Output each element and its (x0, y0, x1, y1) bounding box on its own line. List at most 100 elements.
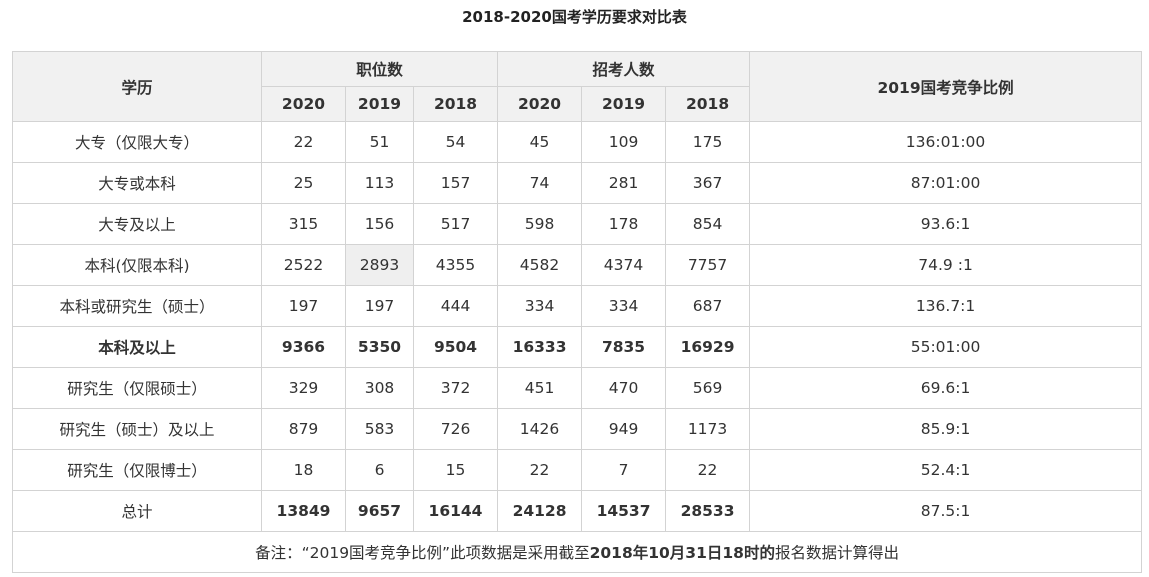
cell-applicants-2019: 4374 (581, 244, 667, 286)
cell-applicants-2020: 334 (497, 285, 583, 327)
cell-applicants-2019: 7 (581, 449, 667, 491)
header-year: 2020 (497, 86, 583, 122)
cell-ratio: 55:01:00 (749, 326, 1143, 368)
cell-education: 本科(仅限本科) (12, 244, 262, 286)
table-row: 研究生（仅限博士） 18 6 15 22 7 22 52.4:1 (12, 449, 1143, 491)
cell-applicants-2018: 1173 (665, 408, 751, 450)
cell-positions-2020: 315 (261, 203, 346, 245)
header-applicants: 招考人数 (497, 51, 751, 87)
cell-applicants-2020: 4582 (497, 244, 583, 286)
cell-applicants-2019: 949 (581, 408, 667, 450)
cell-applicants-2019: 470 (581, 367, 667, 409)
cell-positions-2019: 51 (345, 121, 414, 163)
cell-positions-2019: 9657 (345, 490, 414, 532)
header-year: 2018 (665, 86, 751, 122)
cell-positions-2018: 517 (412, 203, 499, 245)
cell-ratio: 93.6:1 (749, 203, 1143, 245)
cell-applicants-2019: 14537 (581, 490, 667, 532)
cell-ratio: 74.9 :1 (749, 244, 1143, 286)
cell-applicants-2019: 178 (581, 203, 667, 245)
cell-positions-2018: 444 (412, 285, 499, 327)
note-row: 备注：“2019国考竞争比例”此项数据是采用截至2018年10月31日18时的报… (11, 531, 1143, 573)
table-row-bold: 本科及以上 9366 5350 9504 16333 7835 16929 55… (12, 326, 1143, 368)
cell-applicants-2018: 854 (665, 203, 751, 245)
cell-education: 研究生（仅限硕士） (12, 367, 262, 409)
cell-positions-2020: 329 (261, 367, 346, 409)
note-prefix: 备注：“2019国考竞争比例”此项数据是采用截至 (255, 544, 590, 562)
cell-positions-2019: 113 (345, 162, 414, 204)
cell-positions-2020: 13849 (261, 490, 346, 532)
cell-applicants-2020: 22 (497, 449, 583, 491)
cell-applicants-2020: 451 (497, 367, 583, 409)
table-row: 本科或研究生（硕士） 197 197 444 334 334 687 136.7… (12, 285, 1143, 327)
table-row: 研究生（仅限硕士） 329 308 372 451 470 569 69.6:1 (12, 367, 1143, 409)
header-year: 2019 (345, 86, 414, 122)
comparison-table: 学历 职位数 招考人数 2019国考竞争比例 2020 2019 2018 20… (11, 51, 1143, 573)
table-row-total: 总计 13849 9657 16144 24128 14537 28533 87… (12, 490, 1143, 532)
cell-applicants-2018: 28533 (665, 490, 751, 532)
cell-applicants-2018: 22 (665, 449, 751, 491)
table-body: 大专（仅限大专） 22 51 54 45 109 175 136:01:00 大… (11, 121, 1143, 573)
note-suffix: 报名数据计算得出 (774, 544, 899, 562)
cell-education: 大专（仅限大专） (12, 121, 262, 163)
header-education: 学历 (12, 51, 262, 122)
cell-education: 本科及以上 (12, 326, 262, 368)
cell-education: 本科或研究生（硕士） (12, 285, 262, 327)
cell-applicants-2019: 334 (581, 285, 667, 327)
cell-applicants-2018: 175 (665, 121, 751, 163)
cell-applicants-2018: 16929 (665, 326, 751, 368)
cell-ratio: 136.7:1 (749, 285, 1143, 327)
cell-applicants-2018: 687 (665, 285, 751, 327)
cell-positions-2019: 197 (345, 285, 414, 327)
table-row: 大专（仅限大专） 22 51 54 45 109 175 136:01:00 (12, 121, 1143, 163)
header-row-group: 学历 职位数 招考人数 2019国考竞争比例 (12, 51, 1143, 122)
cell-applicants-2020: 45 (497, 121, 583, 163)
cell-education: 大专或本科 (12, 162, 262, 204)
cell-positions-2018: 15 (412, 449, 499, 491)
cell-applicants-2019: 109 (581, 121, 667, 163)
cell-positions-2019: 583 (345, 408, 414, 450)
cell-education: 大专及以上 (12, 203, 262, 245)
cell-ratio: 136:01:00 (749, 121, 1143, 163)
cell-positions-2020: 197 (261, 285, 346, 327)
cell-positions-2018: 157 (412, 162, 499, 204)
cell-ratio: 87.5:1 (749, 490, 1143, 532)
cell-positions-2019-selected: 2893 (345, 244, 414, 286)
cell-education: 研究生（仅限博士） (12, 449, 262, 491)
header-positions: 职位数 (260, 51, 499, 87)
cell-positions-2019: 6 (345, 449, 414, 491)
cell-positions-2018: 16144 (412, 490, 499, 532)
cell-applicants-2020: 74 (497, 162, 583, 204)
cell-positions-2020: 22 (261, 121, 346, 163)
cell-education: 总计 (12, 490, 262, 532)
cell-positions-2019: 308 (345, 367, 414, 409)
page-title: 2018-2020国考学历要求对比表 (462, 8, 687, 26)
cell-positions-2018: 54 (412, 121, 499, 163)
cell-positions-2020: 2522 (261, 244, 346, 286)
table-row: 本科(仅限本科) 2522 2893 4355 4582 4374 7757 7… (12, 244, 1143, 286)
cell-applicants-2020: 598 (497, 203, 583, 245)
cell-applicants-2019: 7835 (581, 326, 667, 368)
cell-positions-2018: 726 (412, 408, 499, 450)
table-row: 研究生（硕士）及以上 879 583 726 1426 949 1173 85.… (12, 408, 1143, 450)
cell-positions-2018: 4355 (412, 244, 499, 286)
note-date: 2018年10月31日18时的 (589, 544, 775, 562)
cell-positions-2020: 25 (261, 162, 346, 204)
cell-ratio: 52.4:1 (749, 449, 1143, 491)
table-row: 大专或本科 25 113 157 74 281 367 87:01:00 (12, 162, 1143, 204)
table-row: 大专及以上 315 156 517 598 178 854 93.6:1 (12, 203, 1143, 245)
cell-ratio: 69.6:1 (749, 367, 1143, 409)
header-row-years: 2020 2019 2018 2020 2019 2018 (13, 86, 1142, 122)
cell-ratio: 87:01:00 (749, 162, 1143, 204)
table-header: 学历 职位数 招考人数 2019国考竞争比例 2020 2019 2018 20… (12, 51, 1143, 122)
header-ratio: 2019国考竞争比例 (749, 51, 1143, 122)
cell-positions-2018: 372 (412, 367, 499, 409)
cell-positions-2019: 156 (345, 203, 414, 245)
cell-applicants-2020: 1426 (497, 408, 583, 450)
header-year: 2018 (412, 86, 499, 122)
cell-applicants-2018: 569 (665, 367, 751, 409)
cell-applicants-2018: 7757 (665, 244, 751, 286)
cell-applicants-2020: 16333 (497, 326, 583, 368)
cell-ratio: 85.9:1 (749, 408, 1143, 450)
cell-applicants-2019: 281 (581, 162, 667, 204)
